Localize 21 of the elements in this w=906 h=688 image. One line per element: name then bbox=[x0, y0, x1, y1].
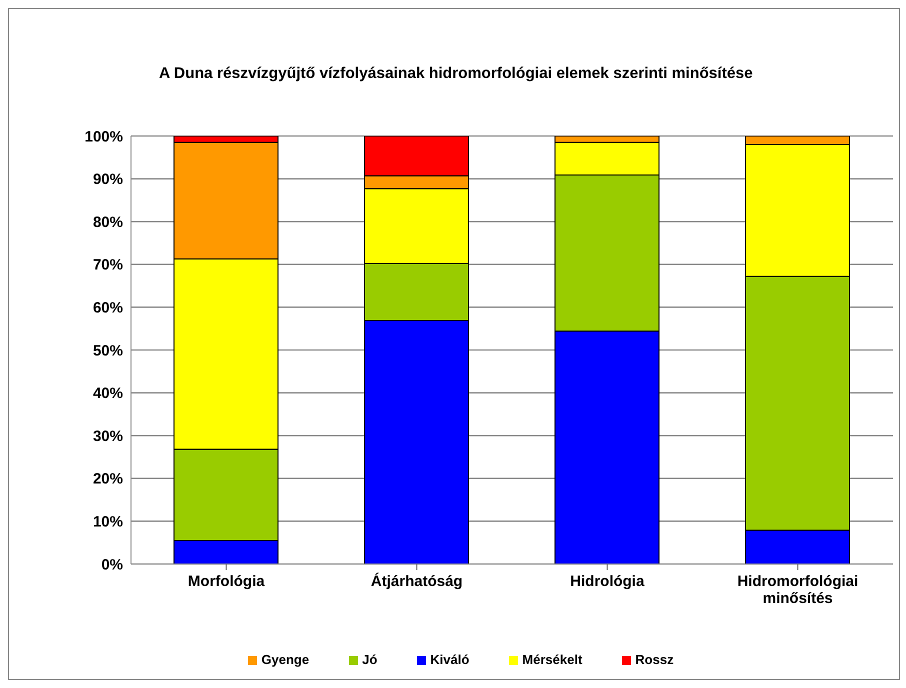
legend-label: Kiváló bbox=[430, 652, 470, 667]
y-tick-label: 90% bbox=[92, 171, 123, 188]
y-tick-label: 30% bbox=[92, 428, 123, 445]
x-tick-label: Morfológia bbox=[188, 573, 266, 590]
y-tick-label: 100% bbox=[84, 128, 123, 146]
y-tick-label: 50% bbox=[92, 342, 123, 360]
x-tick-label: Hidromorfológiai minősítés bbox=[737, 573, 858, 607]
legend-label: Jó bbox=[362, 652, 378, 667]
y-tick-label: 40% bbox=[92, 385, 123, 402]
legend-label: Rossz bbox=[635, 652, 674, 667]
y-tick-label: 70% bbox=[92, 256, 123, 274]
y-tick-label: 0% bbox=[101, 556, 123, 574]
y-tick-label: 10% bbox=[92, 514, 123, 531]
y-tick-label: 80% bbox=[92, 214, 123, 231]
x-tick-label: Hidrológia bbox=[570, 573, 645, 590]
y-tick-label: 20% bbox=[92, 470, 123, 488]
legend-label: Gyenge bbox=[261, 652, 310, 667]
y-tick-label: 60% bbox=[92, 300, 123, 317]
legend-label: Mérsékelt bbox=[522, 652, 582, 667]
chart-title: A Duna részvízgyűjtő vízfolyásainak hidromorfológiai elemek szerinti minősítése bbox=[159, 65, 753, 83]
x-tick-label: Átjárhatóság bbox=[370, 572, 463, 590]
